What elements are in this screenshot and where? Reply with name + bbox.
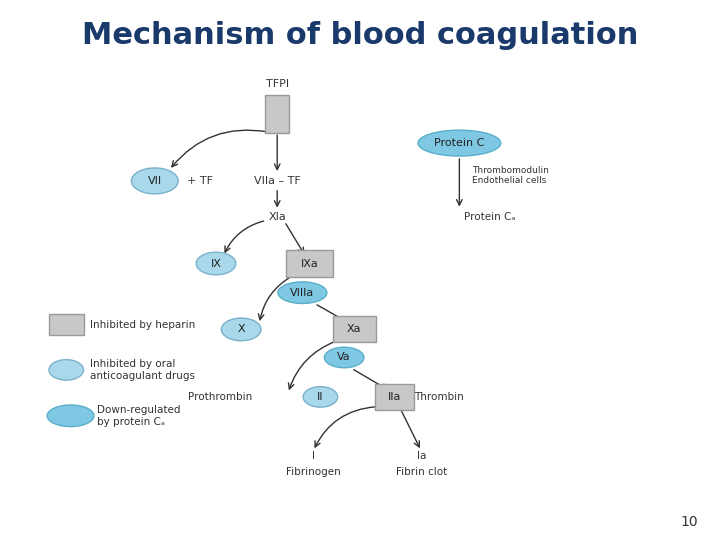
Text: Inhibited by oral
anticoagulant drugs: Inhibited by oral anticoagulant drugs [90,359,195,381]
Text: Ia: Ia [416,450,426,461]
Text: IXa: IXa [301,259,318,268]
FancyBboxPatch shape [265,94,289,133]
Text: VIIa – TF: VIIa – TF [254,176,300,186]
Text: 10: 10 [681,515,698,529]
FancyBboxPatch shape [375,384,415,410]
Text: VII: VII [148,176,162,186]
Text: Prothrombin: Prothrombin [188,392,252,402]
Text: + TF: + TF [187,176,213,186]
Text: Fibrin clot: Fibrin clot [395,467,447,477]
Ellipse shape [196,252,236,275]
Ellipse shape [278,282,327,303]
Ellipse shape [132,168,179,194]
Text: I: I [312,450,315,461]
Text: TFPI: TFPI [266,79,289,89]
Ellipse shape [48,405,94,427]
Text: Down-regulated
by protein Cₐ⁣⁤: Down-regulated by protein Cₐ⁣⁤ [97,405,181,427]
Text: Thrombin: Thrombin [414,392,464,402]
Text: Va: Va [338,353,351,362]
Ellipse shape [418,130,501,156]
Ellipse shape [222,318,261,341]
Text: Inhibited by heparin: Inhibited by heparin [90,320,195,329]
FancyBboxPatch shape [49,314,84,335]
Text: Protein Cₐ⁣⁤: Protein Cₐ⁣⁤ [464,212,516,222]
Text: Xa: Xa [347,325,361,334]
Ellipse shape [324,347,364,368]
Text: II: II [317,392,324,402]
Text: IX: IX [210,259,222,268]
FancyBboxPatch shape [287,250,333,277]
Text: XIa: XIa [269,212,286,222]
Text: Protein C: Protein C [434,138,485,148]
Ellipse shape [303,387,338,407]
Text: Fibrinogen: Fibrinogen [286,467,341,477]
Text: Mechanism of blood coagulation: Mechanism of blood coagulation [82,21,638,50]
Text: Thrombomodulin
Endothelial cells: Thrombomodulin Endothelial cells [472,166,549,185]
Text: IIa: IIa [388,392,401,402]
Text: X: X [238,325,245,334]
Text: VIIIa: VIIIa [290,288,315,298]
FancyBboxPatch shape [333,316,376,342]
Ellipse shape [49,360,84,380]
